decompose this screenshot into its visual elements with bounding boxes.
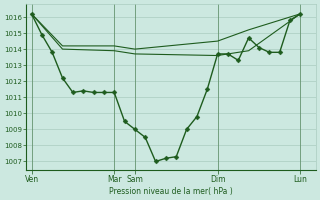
X-axis label: Pression niveau de la mer( hPa ): Pression niveau de la mer( hPa )	[109, 187, 233, 196]
